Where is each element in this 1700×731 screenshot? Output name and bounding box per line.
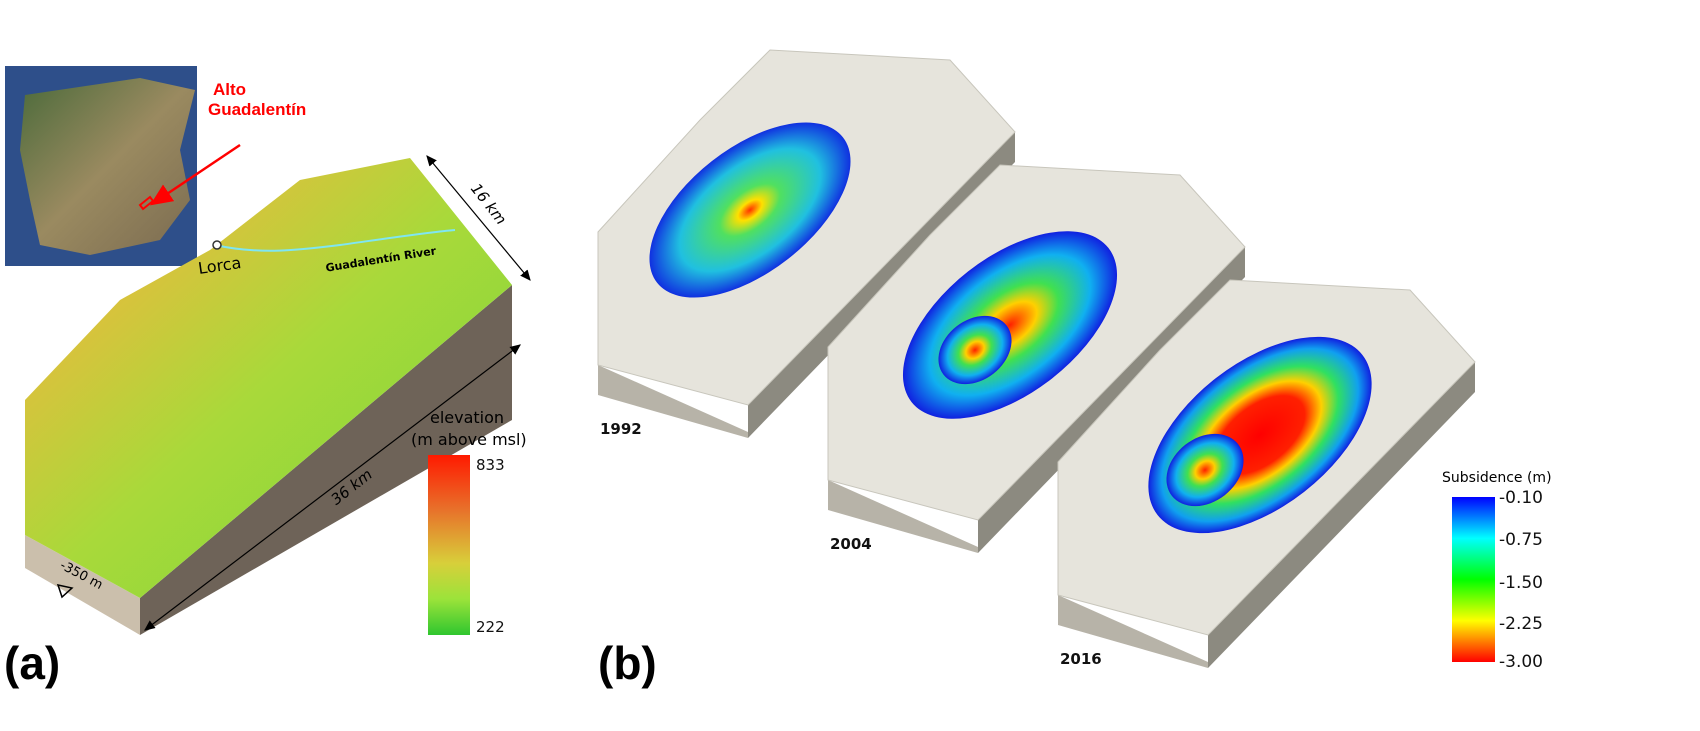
- panel-a-label: (a): [4, 637, 61, 689]
- elevation-legend-title-1: elevation: [430, 408, 505, 427]
- subsidence-tick-2: -1.50: [1499, 573, 1543, 593]
- year-label-2016: 2016: [1060, 650, 1102, 668]
- subsidence-tick-0: -0.10: [1499, 488, 1543, 508]
- year-label-1992: 1992: [600, 420, 642, 438]
- block-side-face: [978, 247, 1245, 553]
- subsidence-block-2016: [1057, 279, 1476, 668]
- year-label-2004: 2004: [830, 535, 872, 553]
- block-side-face: [748, 132, 1015, 438]
- inset-location-label: Alto Guadalentín: [208, 80, 306, 120]
- block-front-face: [598, 365, 748, 438]
- inset-label-line2: Guadalentín: [208, 100, 307, 119]
- elevation-max-label: 833: [476, 456, 505, 474]
- location-arrow: [149, 143, 241, 206]
- subsidence-tick-1: -0.75: [1499, 530, 1543, 550]
- subsidence-colorbar: [1452, 497, 1495, 662]
- inset-label-line1: Alto: [213, 80, 247, 99]
- elevation-colorbar: [428, 455, 470, 635]
- subsidence-tick-3: -2.25: [1499, 614, 1543, 634]
- panel-b-label: (b): [598, 637, 657, 689]
- elevation-legend-title-2: (m above msl): [411, 430, 527, 449]
- subsidence-area: [649, 122, 851, 298]
- length-dimension-line: [144, 344, 521, 631]
- subsidence-tick-4: -3.00: [1499, 652, 1543, 672]
- subsidence-block-2004: [827, 164, 1246, 553]
- subsidence-legend-title: Subsidence (m): [1442, 470, 1552, 486]
- subsidence-block-1992: [597, 49, 1016, 438]
- iberia-satellite-inset: [5, 66, 197, 266]
- depth-triangle-icon: [56, 583, 74, 599]
- elevation-min-label: 222: [476, 618, 505, 636]
- width-dimension-line: [426, 155, 531, 281]
- block-front-face: [828, 480, 978, 553]
- subsidence-area: [938, 315, 1012, 385]
- block-side-face: [1208, 362, 1475, 668]
- block-front-face: [1058, 595, 1208, 668]
- subsidence-area: [1166, 433, 1244, 507]
